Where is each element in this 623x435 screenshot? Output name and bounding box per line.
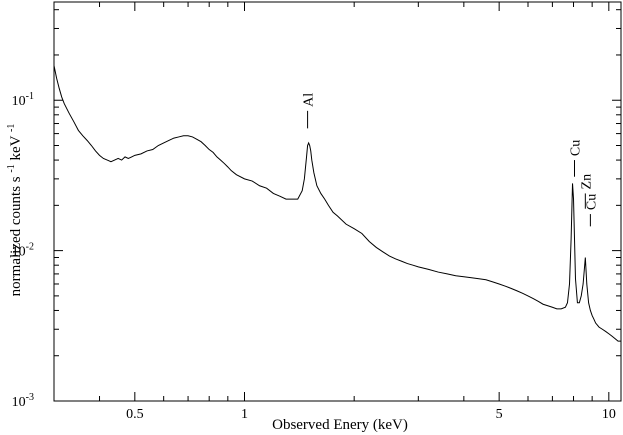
x-tick-label: 10 <box>602 407 616 422</box>
y-axis-title-part2: keV <box>8 135 24 160</box>
x-axis: 0.5 1 5 10 <box>53 2 616 422</box>
x-tick-label: 5 <box>496 407 503 422</box>
y-axis-title-part1: normalized counts s <box>8 176 24 296</box>
y-tick-label: 10-1 <box>12 91 34 109</box>
y-axis-title-sup1: -1 <box>6 164 17 172</box>
x-tick-label: 1 <box>241 407 248 422</box>
y-axis-title: normalized counts s -1 keV -1 <box>2 124 24 297</box>
annotation-label: Cu <box>584 194 599 210</box>
y-axis-title-sup2: -1 <box>6 124 17 132</box>
y-tick-label: 10-2 <box>12 242 34 260</box>
spectrum-series-line <box>53 65 621 342</box>
y-tick-label: 10-3 <box>12 392 34 410</box>
annotation-label: Al <box>302 93 317 107</box>
plot-content <box>53 65 621 342</box>
x-tick-label: 0.5 <box>126 407 144 422</box>
annotation-label: Cu <box>569 140 584 156</box>
y-axis: 10-3 10-2 10-1 <box>12 9 621 410</box>
annotation-label: Zn <box>579 174 594 190</box>
plot-frame <box>53 1 622 402</box>
x-axis-title: Observed Enery (keV) <box>272 417 408 433</box>
line-annotations: Al Cu Zn Cu <box>302 93 599 227</box>
